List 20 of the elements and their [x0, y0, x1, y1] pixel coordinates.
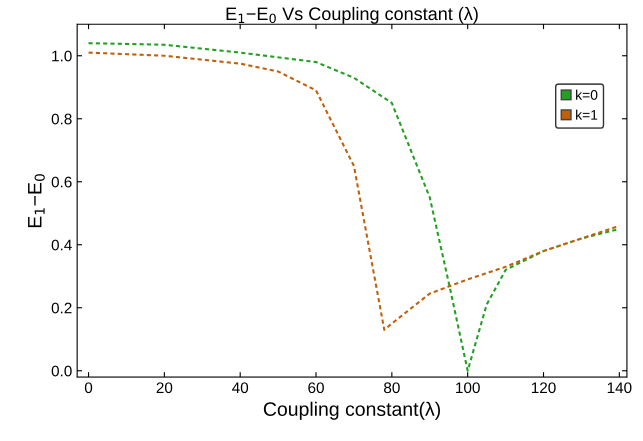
x-tick-label: 100 [456, 382, 480, 394]
y-tick-label: 0.8 [52, 114, 72, 124]
line-series [87, 52, 620, 331]
y-tick-label: 0.0 [52, 366, 72, 376]
y-tick-label: 0.4 [52, 240, 72, 250]
x-tick-label: 140 [608, 382, 632, 394]
x-tick-label: 80 [384, 382, 400, 394]
y-tick-label: 0.6 [52, 176, 72, 188]
x-tick-label: 40 [232, 382, 248, 394]
y-tick-label: 0.2 [52, 302, 72, 314]
x-axis-title: Coupling constant(λ) [264, 402, 440, 420]
chart-title: E$_{1}$−E$_{0}$ Vs Coupling constant (λ) [226, 6, 478, 24]
x-tick-label: 60 [308, 382, 324, 394]
x-tick-label: 120 [532, 382, 556, 394]
legend-label: k=0 [576, 90, 598, 100]
x-tick-label: 0 [84, 382, 92, 394]
x-tick-label: 20 [156, 382, 172, 394]
y-axis-title: E$_{1}$−E$_{0}$ [28, 174, 45, 228]
legend-label: k=1 [576, 110, 598, 120]
y-tick-label: 1.0 [52, 50, 72, 62]
